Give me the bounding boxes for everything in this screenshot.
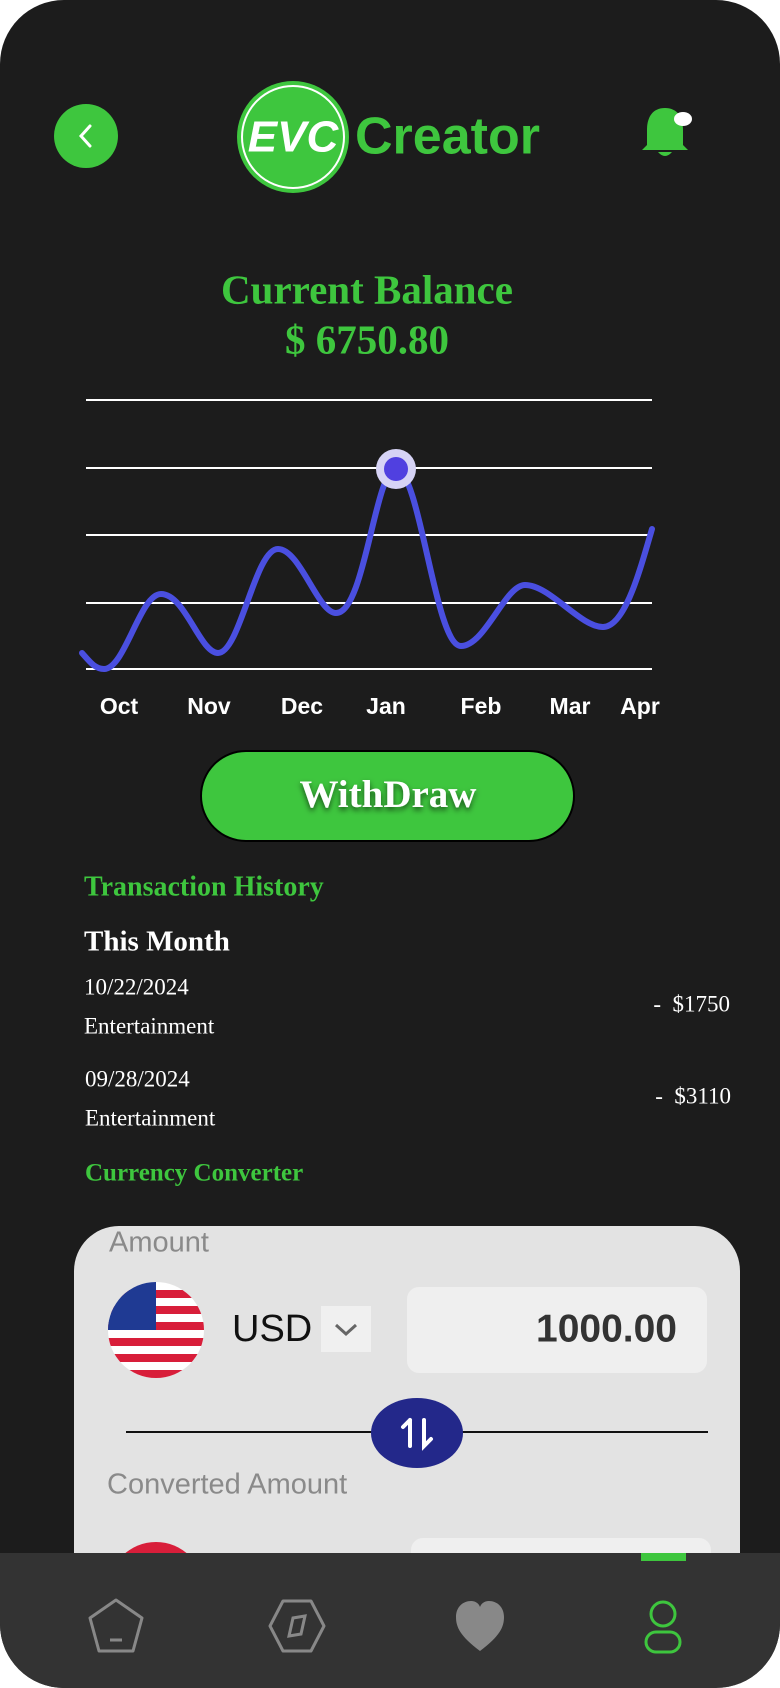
month-label: Jan [366,693,406,719]
bell-badge [674,112,692,126]
bell-clapper [658,152,672,156]
nav-home[interactable] [88,1598,144,1653]
transactions-title: Transaction History [84,871,324,902]
currency-dropdown[interactable] [321,1306,371,1352]
back-arrow [78,124,92,148]
nav-profile[interactable] [644,1600,682,1654]
withdraw-label: WithDraw [300,773,477,816]
amount-value: 1000.00 [536,1307,677,1350]
period-label: This Month [84,926,230,958]
chart-grid [86,399,652,670]
notification-bell[interactable] [642,108,692,156]
amount-input[interactable] [407,1287,707,1373]
balance-title: Current Balance [221,266,513,312]
back-circle [54,104,118,168]
transaction-category: Entertainment [84,1013,215,1038]
flag-stripe [108,1338,204,1346]
dropdown-chevron [334,1323,358,1337]
highlight-point [384,457,408,481]
brand-name: Creator [355,108,540,166]
logo-text: EVC [248,113,340,162]
transaction-date: 09/28/2024 [85,1066,190,1091]
bottom-nav [0,1553,780,1688]
swap-button[interactable] [371,1398,463,1468]
transaction-amount: - $1750 [653,991,730,1016]
month-labels: Oct Nov Dec Jan Feb Mar Apr [100,693,660,719]
logo-ring [241,85,345,189]
amount-label: Amount [109,1227,209,1259]
balance-amount: $ 6750.80 [285,316,449,362]
month-label: Apr [620,693,660,719]
profile-body [644,1630,682,1654]
month-label: Dec [281,693,323,719]
month-label: Feb [461,693,502,719]
transaction-date: 10/22/2024 [84,974,189,999]
withdraw-bg [200,750,575,842]
month-label: Nov [187,693,231,719]
balance-line [79,465,655,673]
converter-title: Currency Converter [85,1160,303,1187]
explore-icon [268,1599,326,1653]
flag-stripe [108,1354,204,1362]
nav-explore[interactable] [268,1599,326,1653]
us-flag [108,1282,204,1378]
nav-favorites[interactable] [456,1601,504,1651]
withdraw-button[interactable]: WithDraw [200,750,575,842]
nav-indicator [641,1553,686,1561]
currency-code: USD [232,1308,312,1350]
profile-head [649,1600,677,1628]
dropdown-bg [321,1306,371,1352]
home-icon [88,1598,144,1653]
transaction-amount: - $3110 [655,1083,731,1108]
back-button[interactable] [54,104,118,168]
month-label: Mar [550,693,591,719]
month-label: Oct [100,693,139,719]
explore-needle [287,1614,307,1638]
logo-circle [237,81,349,193]
swap-bg [371,1398,463,1468]
transaction-category: Entertainment [85,1105,216,1130]
swap-icon [401,1418,433,1451]
converted-label: Converted Amount [107,1469,347,1501]
flag-stripe [108,1370,204,1378]
